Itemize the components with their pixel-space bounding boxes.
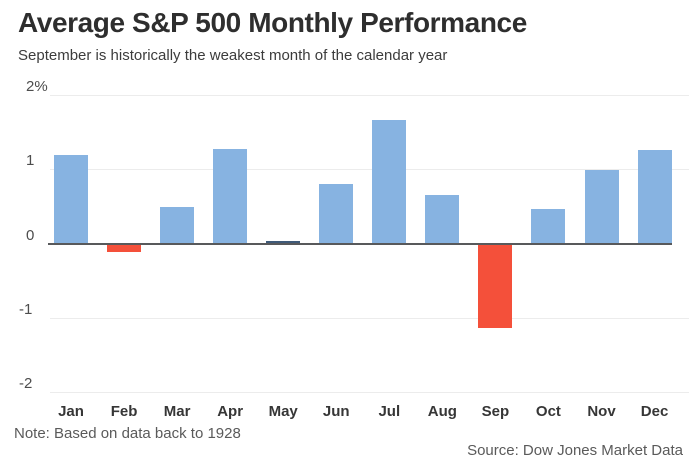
gridline--1 [50, 317, 689, 319]
chart-note: Note: Based on data back to 1928 [14, 425, 241, 442]
bar-aug [425, 195, 460, 244]
chart-source: Source: Dow Jones Market Data [467, 442, 683, 459]
ytick-label--2: -2 [19, 374, 33, 392]
bar-may [266, 240, 301, 243]
chart-subtitle: September is historically the weakest mo… [18, 47, 448, 64]
month-label-jul: Jul [378, 403, 401, 420]
month-label-apr: Apr [217, 403, 244, 420]
bar-feb [107, 243, 142, 253]
gridline--2 [50, 391, 689, 393]
bar-mar [160, 207, 195, 244]
gridline-2 [50, 95, 689, 97]
bar-sep [478, 243, 513, 328]
month-label-nov: Nov [587, 403, 616, 420]
bar-oct [531, 208, 566, 244]
month-label-dec: Dec [640, 403, 669, 420]
month-label-sep: Sep [481, 403, 510, 420]
bar-nov [584, 170, 619, 244]
ytick-label--1: -1 [19, 300, 33, 318]
bar-jun [319, 184, 354, 244]
bar-jan [54, 155, 88, 244]
month-label-oct: Oct [535, 403, 561, 420]
bar-dec [637, 150, 672, 244]
month-label-aug: Aug [427, 403, 457, 420]
month-label-feb: Feb [110, 403, 138, 420]
month-label-jun: Jun [322, 403, 350, 420]
ytick-label-1: 1 [26, 152, 35, 170]
bar-apr [213, 149, 248, 244]
zero-axis-line [48, 242, 672, 245]
month-label-jan: Jan [58, 403, 84, 420]
ytick-label-2: 2% [26, 78, 48, 96]
gridline-1 [50, 169, 689, 171]
ytick-label-0: 0 [26, 226, 35, 244]
month-label-may: May [268, 403, 298, 420]
month-label-mar: Mar [163, 403, 191, 420]
chart-title: Average S&P 500 Monthly Performance [18, 7, 527, 38]
bar-jul [372, 120, 407, 244]
